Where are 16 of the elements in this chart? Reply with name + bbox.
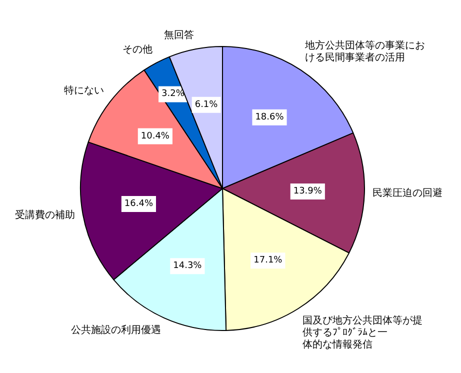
data-label: 17.1% — [254, 256, 283, 266]
slice-label: 受講費の補助 — [14, 209, 75, 222]
data-label: 10.4% — [140, 131, 170, 142]
slice-label: 地方公共団体等の事業における民間事業者の活用 — [304, 39, 426, 64]
data-label: 16.4% — [124, 198, 154, 209]
slice-label: 特にない — [64, 84, 104, 97]
data-label: 18.6% — [255, 112, 284, 122]
data-label: 14.3% — [173, 261, 202, 272]
slice-label: 民業圧迫の回避 — [372, 187, 442, 200]
slice-label: 無回答 — [164, 29, 194, 42]
data-label: 3.2% — [162, 89, 185, 100]
data-label: 6.1% — [194, 100, 218, 110]
data-label: 13.9% — [293, 186, 322, 196]
slice-label: その他 — [122, 44, 153, 56]
slice-label: 国及び地方公共団体等が提供するﾌﾟﾛｸﾞﾗﾑと一体的な情報発信 — [302, 314, 422, 351]
slice-label: 公共施設の利用優遇 — [70, 324, 161, 336]
